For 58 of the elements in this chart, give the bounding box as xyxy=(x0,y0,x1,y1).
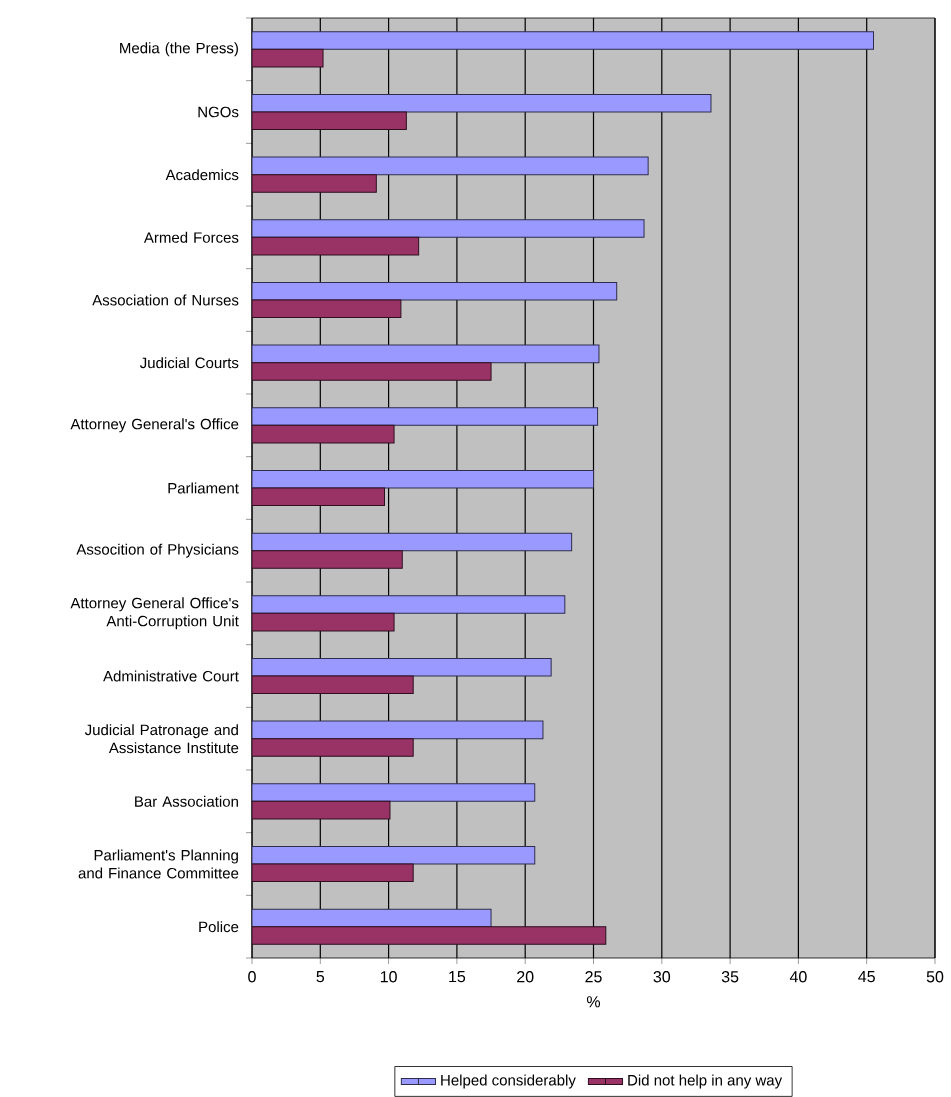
y-tick-label: Judicial Patronage and Assistance Institute xyxy=(85,724,239,754)
bar xyxy=(252,219,645,238)
bar xyxy=(252,469,595,489)
x-tick-label: 45 xyxy=(858,971,876,983)
y-tick-label: Judicial Courts xyxy=(140,357,239,369)
bar xyxy=(252,908,492,928)
x-tick-label: 0 xyxy=(248,971,257,983)
x-tick-label: 50 xyxy=(926,971,944,983)
bar xyxy=(252,783,536,802)
y-tick-label: Attorney General Office's Anti-Corruption Unit xyxy=(70,597,239,630)
bar xyxy=(252,299,402,319)
y-tick-label: Parliament xyxy=(168,482,240,494)
x-tick-label: 40 xyxy=(790,971,807,983)
bar xyxy=(252,487,386,507)
bar xyxy=(252,236,420,256)
legend-label: Did not help in any way xyxy=(628,1074,783,1089)
bar xyxy=(252,424,395,444)
bar xyxy=(252,407,599,426)
bar xyxy=(252,657,552,677)
bar xyxy=(252,845,536,865)
x-tick-label: 15 xyxy=(449,971,466,983)
y-tick-label: Parliament's Planning and Finance Committee xyxy=(78,849,239,879)
bar xyxy=(252,738,414,757)
legend-label: Helped considerably xyxy=(441,1074,577,1089)
y-tick-label: Association of Nurses xyxy=(92,294,239,306)
bar xyxy=(252,720,544,740)
y-tick-label: Media (the Press) xyxy=(120,42,239,57)
bar xyxy=(252,281,618,301)
bar xyxy=(252,174,378,193)
bar xyxy=(252,675,414,695)
bar xyxy=(252,344,600,364)
bar xyxy=(252,612,395,632)
bar xyxy=(252,111,408,131)
x-tick-label: 20 xyxy=(517,971,534,983)
y-tick-label: Attorney General's Office xyxy=(70,418,239,433)
x-tick-label: 30 xyxy=(653,971,671,983)
bar xyxy=(252,31,875,50)
y-tick-label: Police xyxy=(199,921,239,933)
y-tick-label: NGOs xyxy=(198,106,239,118)
y-tick-label: Academics xyxy=(165,169,239,181)
bar xyxy=(252,595,566,614)
x-axis-title: % xyxy=(587,996,601,1008)
y-tick-label: Administrative Court xyxy=(103,670,240,682)
bar xyxy=(252,863,414,883)
y-tick-label: Bar Association xyxy=(135,795,239,807)
x-tick-label: 5 xyxy=(316,971,325,983)
bar xyxy=(252,362,492,381)
bar xyxy=(252,93,712,113)
bar xyxy=(252,156,649,176)
bar xyxy=(252,532,573,552)
x-tick-label: 35 xyxy=(722,971,739,983)
y-tick-label: Armed Forces xyxy=(144,231,239,243)
bar xyxy=(252,926,607,945)
x-tick-label: 10 xyxy=(381,971,398,983)
y-tick-label: Assocition of Physicians xyxy=(76,543,239,558)
x-tick-label: 25 xyxy=(585,971,602,983)
bar xyxy=(252,800,391,820)
bar xyxy=(252,550,403,569)
